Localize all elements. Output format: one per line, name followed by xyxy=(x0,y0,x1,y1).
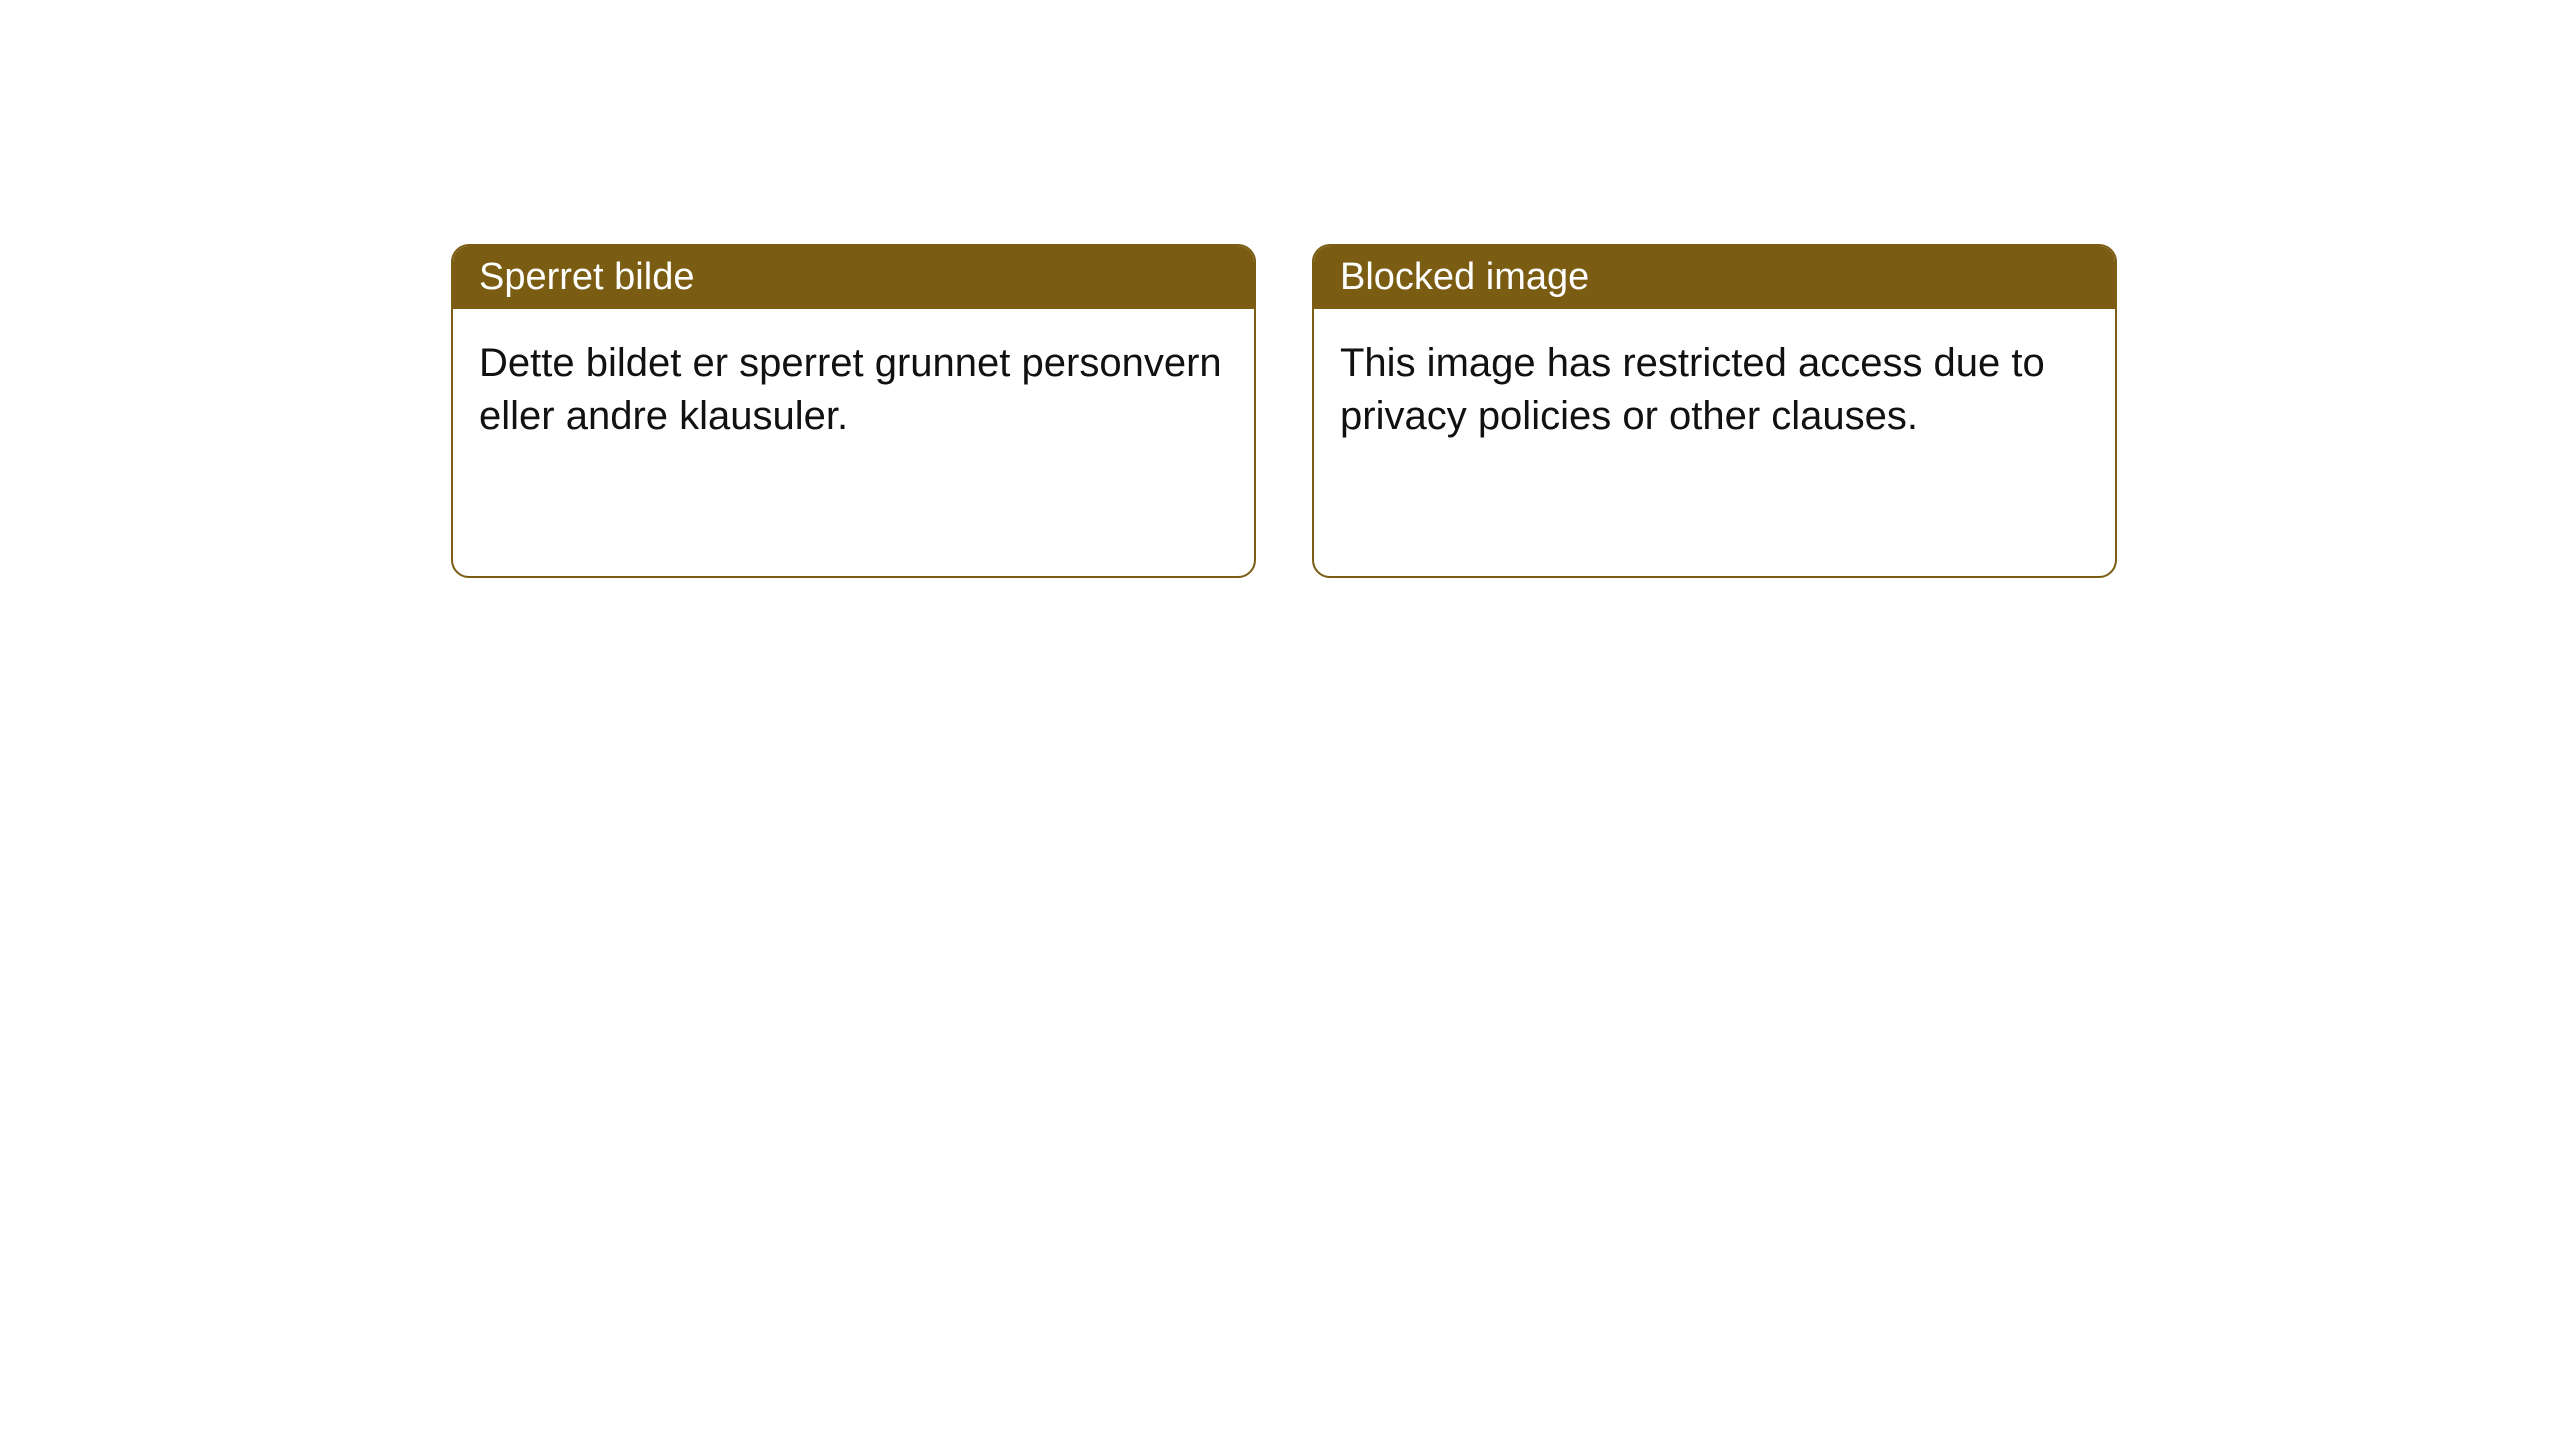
notice-header: Blocked image xyxy=(1314,246,2115,309)
notice-container: Sperret bilde Dette bildet er sperret gr… xyxy=(451,244,2117,578)
notice-body: Dette bildet er sperret grunnet personve… xyxy=(453,309,1254,471)
notice-body: This image has restricted access due to … xyxy=(1314,309,2115,471)
notice-card-norwegian: Sperret bilde Dette bildet er sperret gr… xyxy=(451,244,1256,578)
notice-header: Sperret bilde xyxy=(453,246,1254,309)
notice-card-english: Blocked image This image has restricted … xyxy=(1312,244,2117,578)
